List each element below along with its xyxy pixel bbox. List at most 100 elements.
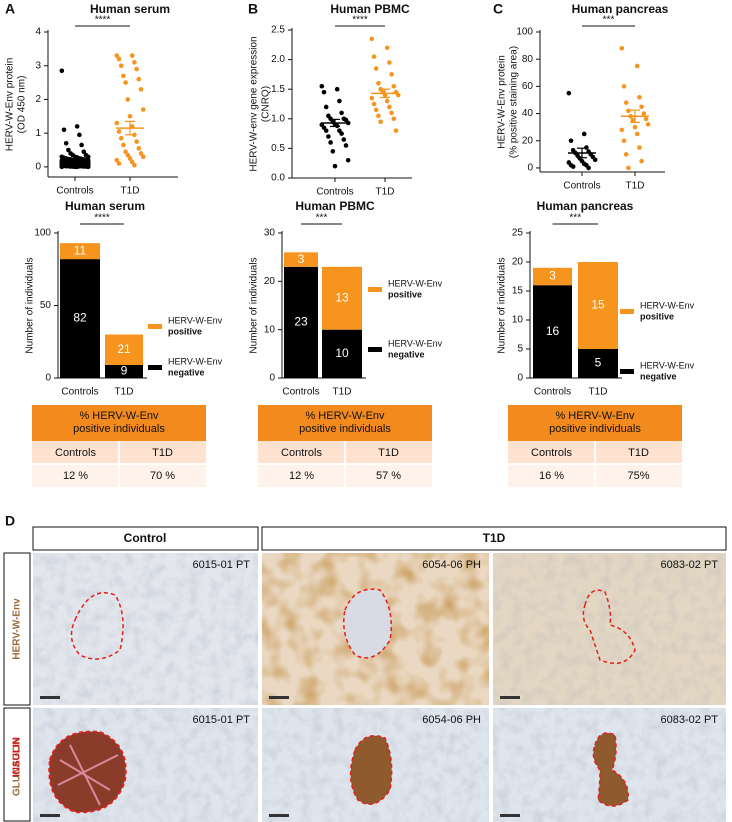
data-point	[323, 104, 329, 110]
data-point	[114, 157, 120, 163]
legend-swatch	[368, 287, 382, 292]
data-point	[116, 161, 122, 166]
data-point	[373, 107, 379, 113]
data-point	[623, 152, 629, 157]
y-tick-label: 0	[269, 373, 275, 384]
value-label: 13	[335, 290, 349, 304]
y-axis-label: (CNRQ)	[261, 86, 272, 122]
header-box	[32, 526, 259, 551]
table-cell: T1D	[378, 447, 399, 459]
table-cell: 57 %	[376, 470, 401, 482]
y-axis-label: HERV-W-Env protein	[497, 55, 508, 149]
bar-segment	[578, 349, 618, 378]
legend-label: positive	[168, 326, 202, 336]
chart-title: Human serum	[65, 199, 145, 213]
data-point	[393, 128, 399, 133]
data-point	[641, 111, 647, 116]
legend-swatch	[620, 369, 634, 374]
table-header-text: % HERV-W-Env	[555, 410, 635, 422]
data-point	[125, 97, 131, 102]
data-point	[138, 87, 144, 92]
legend-label: positive	[640, 311, 674, 321]
table-header-text: positive individuals	[73, 423, 165, 435]
data-point	[384, 98, 390, 104]
image-caption: 6054-06 PH	[422, 714, 481, 726]
significance-label: ***	[603, 15, 615, 26]
y-tick-label: 20	[522, 135, 534, 146]
y-tick-label: 30	[264, 228, 276, 239]
data-point	[116, 129, 122, 134]
y-tick-label: 2	[35, 94, 41, 105]
data-point	[376, 113, 381, 119]
data-point	[63, 140, 69, 146]
row-label-box	[3, 552, 31, 706]
data-point	[125, 152, 131, 158]
value-label: 3	[549, 269, 556, 283]
data-point	[59, 164, 65, 170]
data-point	[85, 164, 91, 170]
value-label: 23	[294, 315, 308, 329]
image-caption: 6054-06 PH	[422, 559, 481, 571]
table-header	[258, 405, 432, 441]
data-point	[637, 94, 642, 100]
micrograph	[262, 553, 489, 705]
x-tick-label: Controls	[534, 387, 571, 398]
data-point	[118, 63, 124, 69]
y-tick-label: 100	[516, 27, 533, 38]
y-tick-label: 25	[512, 228, 524, 239]
data-point	[319, 83, 325, 89]
data-point	[328, 140, 333, 145]
y-tick-label: 100	[34, 228, 51, 239]
micrograph	[33, 553, 258, 705]
y-tick-label: 60	[522, 81, 534, 92]
data-point	[129, 53, 135, 58]
legend-label: negative	[640, 371, 677, 381]
significance-label: ***	[316, 213, 328, 224]
data-point	[136, 146, 142, 151]
column-header: T1D	[483, 531, 506, 545]
bar-segment	[105, 364, 143, 378]
data-point	[337, 98, 342, 104]
x-tick-label: T1D	[589, 387, 608, 398]
data-point	[586, 165, 591, 171]
data-point	[570, 164, 576, 169]
y-axis-label: (OD 450 nm)	[17, 76, 28, 134]
value-label: 21	[117, 342, 131, 356]
x-tick-label: T1D	[376, 187, 395, 198]
micrograph	[493, 553, 726, 705]
y-tick-label: 0	[35, 162, 41, 173]
table-cell: 16 %	[539, 470, 564, 482]
chart-title: Human pancreas	[572, 2, 669, 16]
bar-segment	[322, 266, 362, 330]
x-tick-label: T1D	[626, 181, 645, 192]
value-label: 82	[73, 311, 87, 325]
data-point	[626, 108, 631, 114]
y-tick-label: 10	[512, 315, 524, 326]
data-point	[639, 104, 644, 110]
data-point	[592, 157, 598, 163]
x-tick-label: T1D	[121, 186, 140, 197]
data-point	[626, 165, 631, 171]
data-point	[384, 45, 390, 51]
legend-label: HERV-W-Env	[640, 360, 695, 370]
value-label: 16	[546, 324, 560, 338]
micrograph	[262, 708, 489, 822]
data-point	[391, 83, 397, 89]
data-point	[643, 116, 649, 122]
data-point	[323, 128, 329, 133]
bar-segment	[284, 266, 318, 378]
data-point	[132, 162, 137, 168]
y-tick-label: 0	[45, 373, 51, 384]
data-point	[121, 142, 126, 148]
x-tick-label: Controls	[56, 186, 93, 197]
data-point	[339, 131, 344, 136]
table-header-text: positive individuals	[299, 423, 391, 435]
chart-title: Human serum	[90, 2, 170, 16]
data-point	[369, 36, 375, 42]
data-point	[378, 119, 383, 125]
value-label: 5	[595, 356, 602, 370]
data-point	[619, 127, 625, 133]
value-label: 15	[591, 298, 605, 312]
panel-letter: D	[5, 513, 15, 529]
